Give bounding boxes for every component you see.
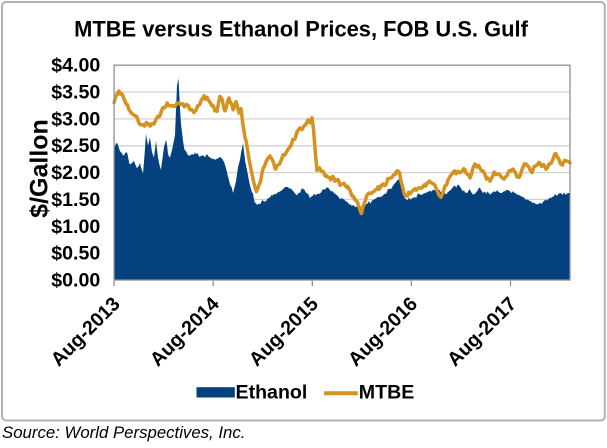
- svg-text:MTBE versus Ethanol Prices, FO: MTBE versus Ethanol Prices, FOB U.S. Gul…: [74, 17, 528, 42]
- svg-text:$1.00: $1.00: [51, 216, 100, 238]
- svg-text:$0.00: $0.00: [51, 270, 100, 292]
- svg-text:$4.00: $4.00: [51, 55, 100, 77]
- svg-text:Ethanol: Ethanol: [236, 382, 308, 404]
- svg-text:$3.50: $3.50: [51, 82, 100, 104]
- svg-text:$2.50: $2.50: [51, 135, 100, 157]
- svg-text:Source: World Perspectives, In: Source: World Perspectives, Inc.: [2, 423, 245, 442]
- svg-text:$0.50: $0.50: [51, 243, 100, 265]
- svg-text:$/Gallon: $/Gallon: [25, 119, 53, 218]
- svg-text:$1.50: $1.50: [51, 189, 100, 211]
- svg-text:$2.00: $2.00: [51, 162, 100, 184]
- svg-text:MTBE: MTBE: [359, 382, 415, 404]
- svg-text:$3.00: $3.00: [51, 108, 100, 130]
